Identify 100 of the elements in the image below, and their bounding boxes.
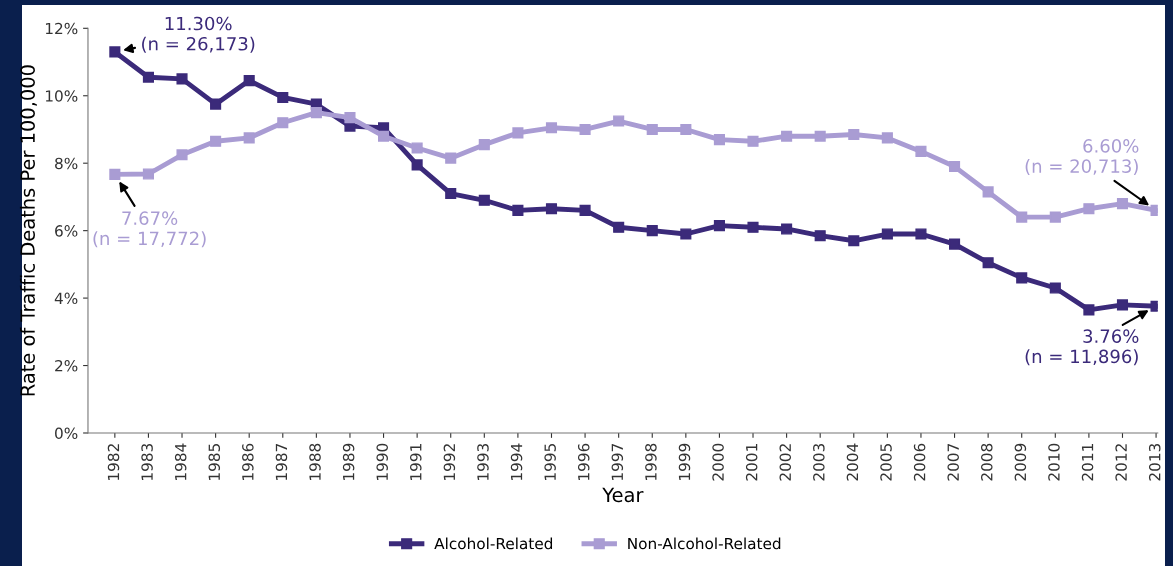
point [814,130,826,142]
point [545,122,558,134]
point [142,71,154,83]
x-tick-label: 1984 [174,443,187,480]
point [713,134,725,146]
point [1016,272,1028,284]
legend-label: Alcohol-Related [434,537,553,550]
y-tick-label: 4% [54,292,78,305]
point [613,221,625,233]
point [411,142,423,154]
point [478,139,490,151]
point [680,228,692,240]
x-tick-label: 1998 [645,443,657,480]
x-axis-title: Year [602,487,644,503]
x-tick-label: 1995 [544,444,556,480]
x-tick-label: 2013 [1148,443,1161,481]
point [881,228,893,240]
point [445,152,457,164]
point [478,194,490,206]
x-tick-label: 1986 [242,443,254,480]
annotation: 6.60% (n = 20,713) [1025,139,1139,176]
y-tick-label: 12% [45,22,78,35]
point [915,228,927,240]
x-tick-label: 1993 [477,443,489,480]
point [210,98,222,110]
point [982,186,994,198]
y-tick-label: 6% [55,225,78,237]
x-tick-label: 2006 [913,443,926,481]
point [243,75,255,87]
point [142,168,154,180]
x-tick-label: 2000 [712,443,724,481]
point [680,123,692,136]
point [210,135,222,147]
point [747,221,759,233]
annotation: 11.30% (n = 26,173) [142,16,255,53]
x-tick-label: 2005 [880,444,892,481]
point [344,112,356,124]
x-tick-label: 2007 [947,444,959,481]
point [176,149,188,161]
point [613,115,625,127]
point [747,135,759,147]
point [848,128,860,141]
point [781,223,793,235]
x-tick-label: 2010 [1048,443,1060,481]
x-tick-label: 2012 [1115,444,1127,481]
x-tick-label: 2002 [779,444,792,481]
x-tick-label: 1987 [275,444,288,480]
x-tick-label: 1985 [208,444,221,480]
point [1116,299,1129,311]
point [915,145,927,157]
annotation: 7.67% (n = 17,772) [93,211,206,248]
point [579,123,591,136]
point [1049,211,1061,223]
point [109,46,121,58]
point [848,235,860,247]
point [176,73,188,85]
x-tick-label: 1991 [410,444,422,480]
point [579,204,591,216]
point [646,123,658,136]
x-tick-label: 2004 [846,443,859,481]
y-tick-label: 2% [55,360,78,372]
point [1116,198,1129,210]
point [545,203,558,215]
x-tick-label: 2009 [1014,443,1027,481]
point [512,127,524,139]
point [948,238,961,250]
point [948,161,961,173]
x-tick-label: 1999 [678,443,691,480]
point [277,91,289,103]
x-tick-label: 1982 [107,444,120,480]
point [243,132,255,144]
point [1083,304,1095,316]
y-tick-label: 8% [55,157,78,170]
point [814,230,826,242]
point [881,132,893,144]
x-tick-label: 1988 [309,443,321,480]
x-tick-label: 1983 [141,443,153,480]
x-tick-label: 2011 [1081,444,1094,481]
point [1016,211,1028,223]
x-tick-label: 1997 [611,444,624,480]
point [445,187,457,200]
point [109,168,121,180]
x-tick-label: 1990 [376,443,388,480]
x-tick-label: 1994 [510,443,523,480]
point [310,107,322,119]
point [1083,203,1095,215]
x-tick-label: 2003 [813,443,825,481]
point [277,117,289,129]
point [411,159,423,171]
y-axis-title: Rate of Traffic Deaths Per 100,000 [19,65,37,396]
point [781,130,793,142]
x-tick-label: 1992 [443,444,456,480]
x-tick-label: 2008 [981,443,993,481]
point [713,220,725,232]
legend-label: Non-Alcohol-Related [628,537,781,550]
x-tick-label: 1996 [577,443,590,480]
point [377,130,390,142]
y-tick-label: 0% [55,427,78,440]
point [982,257,994,269]
x-tick-label: 1989 [342,443,355,480]
